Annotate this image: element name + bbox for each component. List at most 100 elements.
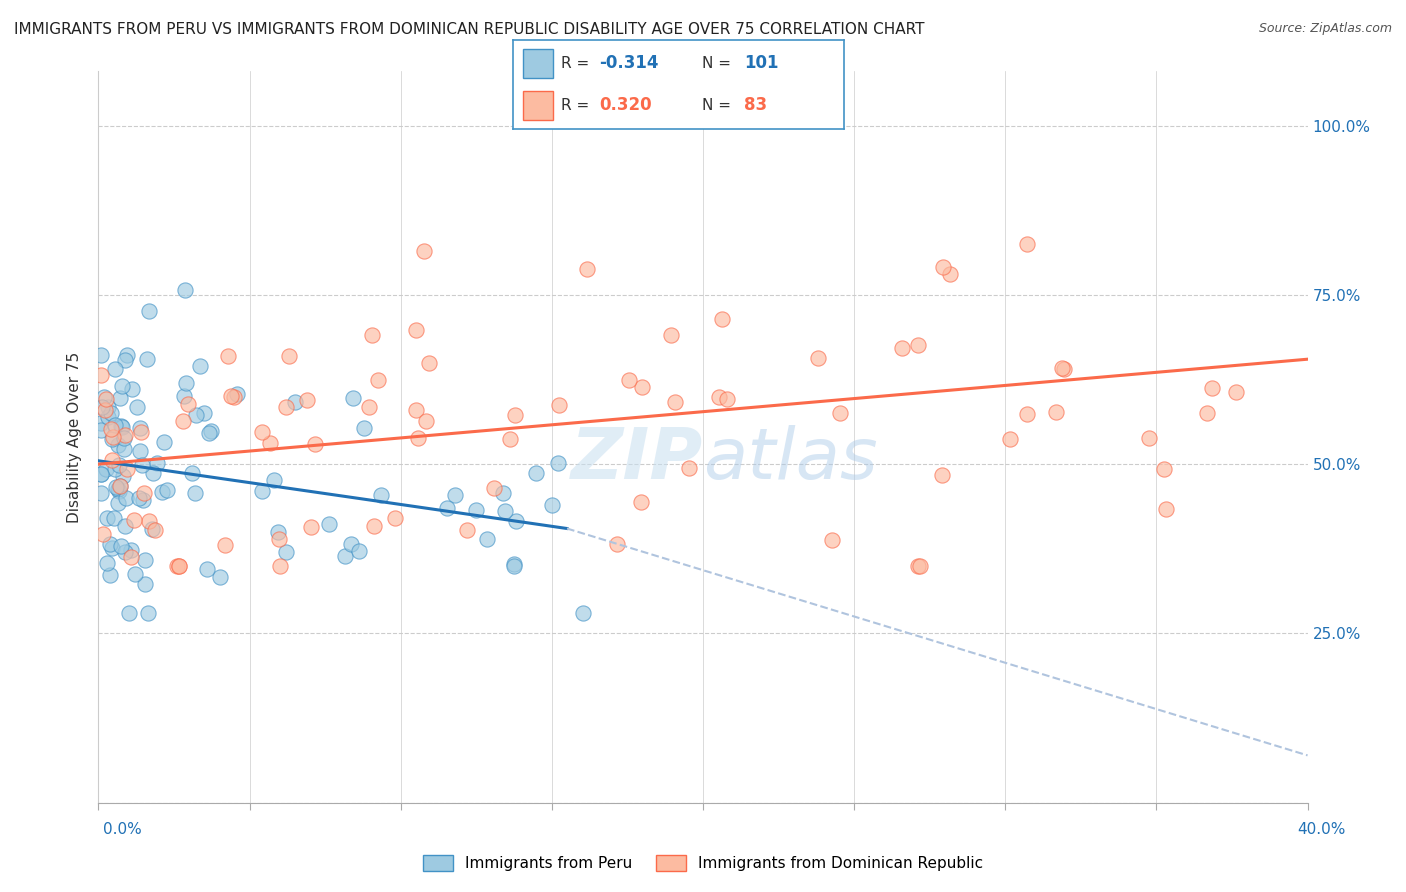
Point (274, 400, 297, 414)
Point (166, 558, 188, 573)
Point (90, 423, 112, 437)
Point (659, 328, 682, 343)
Point (208, 570, 231, 584)
Point (405, 403, 427, 417)
Point (631, 380, 654, 394)
Point (136, 352, 159, 367)
Point (100, 452, 122, 467)
Point (91, 527, 114, 541)
Point (678, 460, 700, 475)
Point (217, 350, 239, 364)
Text: 101: 101 (745, 54, 779, 72)
Point (907, 558, 929, 573)
Text: 83: 83 (745, 96, 768, 114)
Point (150, 484, 173, 499)
Text: -0.314: -0.314 (599, 54, 658, 72)
Point (141, 522, 163, 536)
Point (1053, 362, 1076, 376)
Point (503, 557, 526, 571)
Point (267, 524, 290, 539)
Point (709, 390, 731, 404)
Point (114, 428, 136, 442)
Point (503, 409, 526, 423)
Point (177, 397, 200, 411)
Point (107, 496, 129, 510)
Point (664, 395, 686, 409)
Point (128, 443, 150, 458)
Point (174, 283, 197, 297)
Point (907, 338, 929, 352)
Point (167, 558, 190, 573)
Point (96, 556, 118, 570)
Point (184, 485, 207, 500)
Point (269, 558, 291, 573)
Point (90, 467, 112, 481)
Point (167, 558, 190, 573)
Point (716, 392, 738, 406)
Point (97, 409, 120, 424)
Point (134, 553, 156, 567)
Point (103, 511, 125, 525)
Point (548, 398, 571, 412)
Point (367, 373, 389, 387)
Point (181, 466, 204, 480)
Point (131, 458, 153, 472)
Point (910, 558, 932, 573)
Point (630, 495, 652, 509)
Text: ZIP: ZIP (571, 425, 703, 493)
Point (617, 373, 640, 387)
Point (134, 486, 156, 500)
Bar (523, 49, 553, 78)
Point (335, 549, 357, 563)
Point (107, 458, 129, 472)
Point (156, 483, 179, 497)
Point (101, 430, 124, 444)
Point (108, 483, 131, 498)
Point (370, 488, 392, 502)
Point (1154, 501, 1177, 516)
Point (138, 304, 160, 318)
Point (184, 408, 207, 422)
Point (197, 426, 219, 441)
Point (153, 435, 176, 450)
Point (1137, 431, 1160, 445)
Point (259, 436, 281, 450)
Point (524, 466, 547, 480)
Point (711, 312, 734, 326)
Point (1153, 462, 1175, 476)
Point (110, 479, 132, 493)
Point (214, 538, 236, 552)
Point (138, 514, 160, 528)
Point (405, 323, 427, 337)
Point (124, 567, 146, 582)
Point (111, 379, 134, 393)
Point (94, 461, 117, 475)
Point (90, 467, 112, 482)
Point (143, 524, 166, 538)
Point (1201, 381, 1223, 395)
Point (107, 438, 129, 452)
Point (502, 559, 524, 574)
Point (104, 462, 127, 476)
Point (173, 389, 195, 403)
Point (998, 432, 1021, 446)
Point (304, 437, 326, 451)
Point (111, 469, 134, 483)
Point (342, 391, 364, 405)
Point (277, 349, 299, 363)
Point (114, 352, 136, 367)
Point (101, 541, 124, 556)
Legend: Immigrants from Peru, Immigrants from Dominican Republic: Immigrants from Peru, Immigrants from Do… (416, 849, 990, 877)
Point (482, 481, 505, 495)
Point (129, 421, 152, 435)
Point (1195, 406, 1218, 420)
Point (104, 362, 127, 376)
Text: N =: N = (702, 56, 731, 70)
Point (499, 432, 522, 446)
Point (98, 537, 121, 551)
Text: 0.0%: 0.0% (103, 822, 142, 838)
Point (122, 513, 145, 527)
Point (96, 392, 118, 406)
Point (357, 400, 380, 414)
Point (98, 568, 121, 582)
